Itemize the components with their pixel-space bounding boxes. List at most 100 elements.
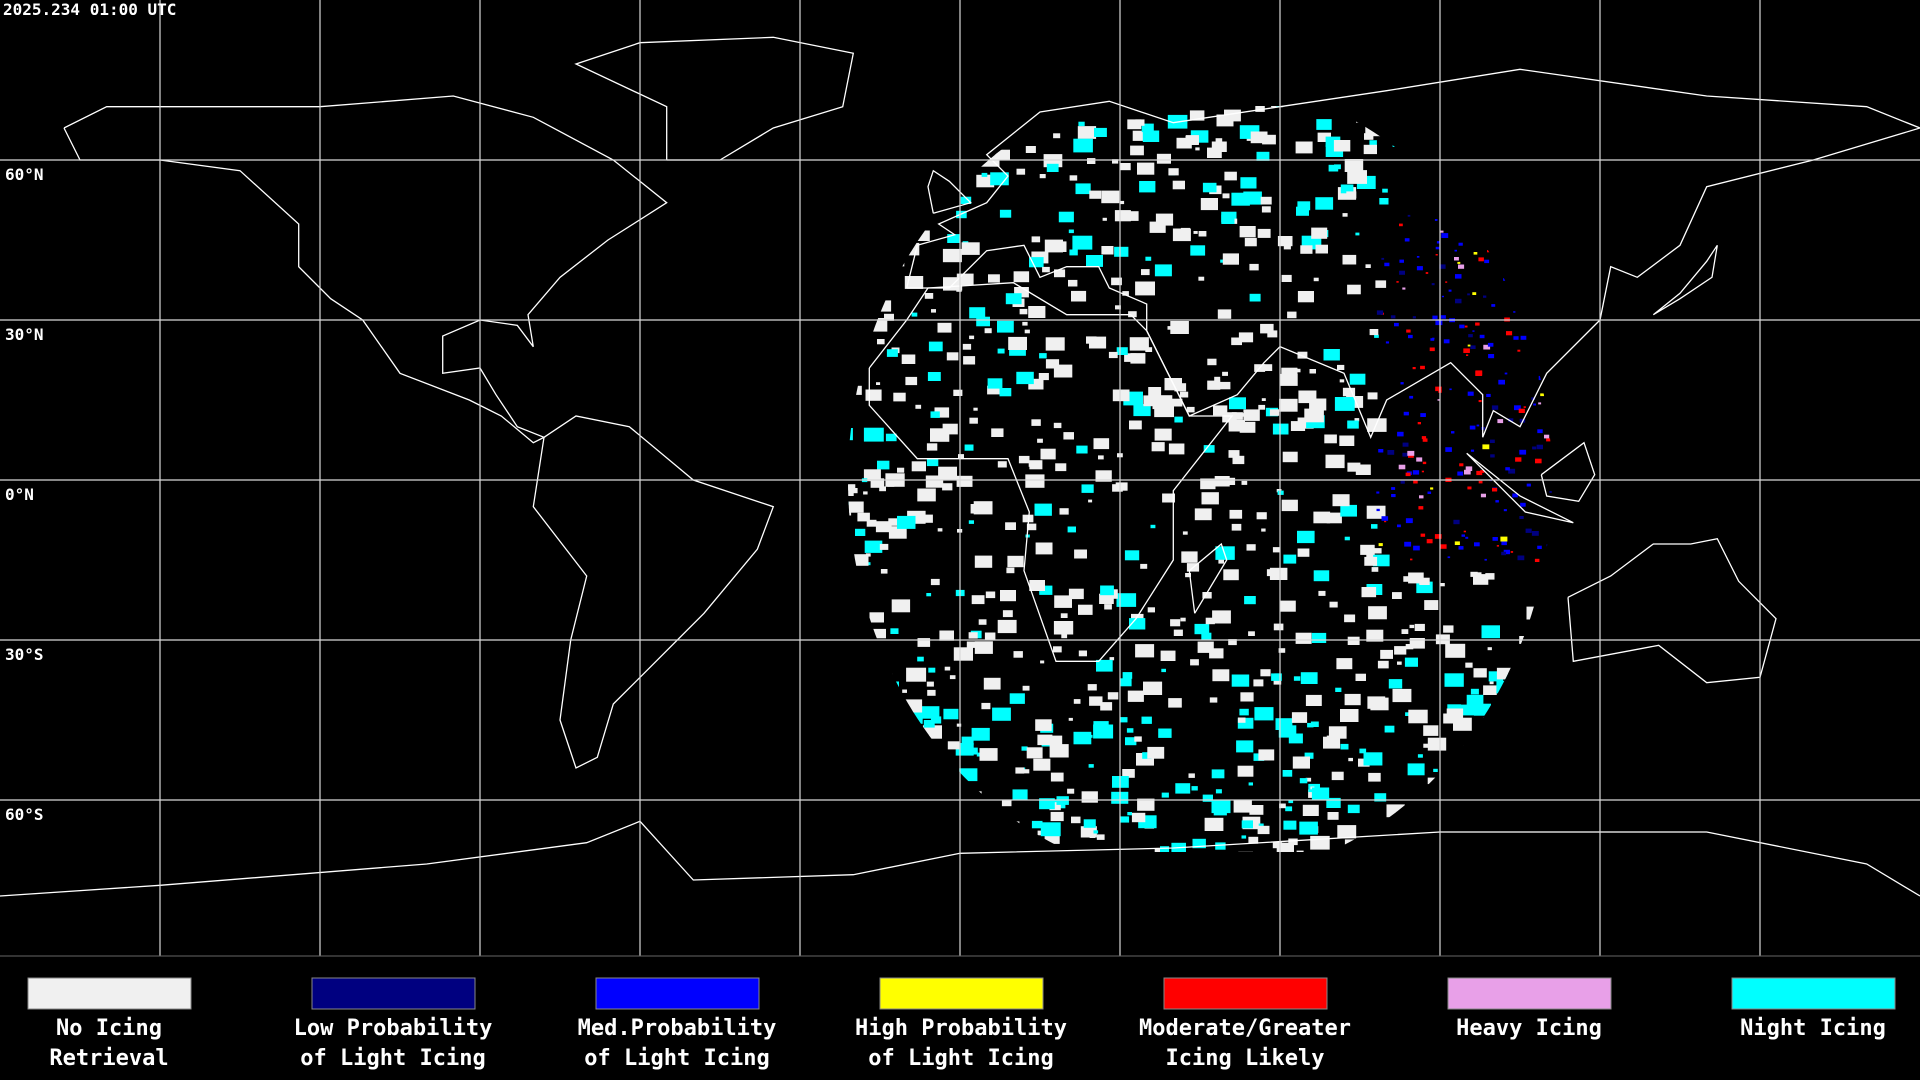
cloud-pixel [1078, 121, 1085, 127]
cloud-pixel [1476, 424, 1480, 427]
cloud-pixel [1318, 590, 1326, 596]
cloud-pixel [885, 433, 897, 442]
cloud-pixel [1402, 452, 1408, 457]
cloud-pixel [1523, 406, 1526, 408]
cloud-pixel [1137, 798, 1155, 811]
cloud-pixel [1408, 334, 1413, 339]
cloud-pixel [1238, 851, 1253, 852]
cloud-pixel [1261, 528, 1266, 532]
cloud-pixel [1325, 136, 1341, 147]
cloud-pixel [1405, 644, 1414, 650]
cloud-pixel [961, 242, 980, 255]
cloud-pixel [987, 385, 1000, 395]
cloud-pixel [1413, 545, 1420, 551]
cloud-pixel [1258, 749, 1275, 761]
cloud-pixel [930, 428, 950, 442]
cloud-pixel [942, 248, 962, 263]
legend-swatch [1447, 977, 1612, 1010]
cloud-pixel [1114, 210, 1131, 222]
cloud-pixel [976, 316, 990, 327]
cloud-pixel [1409, 638, 1425, 649]
cloud-pixel [984, 632, 996, 640]
cloud-pixel [962, 343, 972, 350]
cloud-pixel [1112, 389, 1130, 402]
cloud-pixel [1128, 311, 1137, 318]
cloud-pixel [870, 478, 885, 488]
cloud-pixel [1371, 637, 1376, 641]
cloud-pixel [968, 632, 978, 639]
cloud-pixel [1486, 393, 1491, 397]
cloud-pixel [1458, 546, 1464, 550]
cloud-pixel [1327, 812, 1339, 820]
cloud-pixel [1147, 746, 1165, 759]
cloud-pixel [1344, 693, 1361, 706]
cloud-pixel [1190, 659, 1199, 666]
cloud-pixel [997, 461, 1007, 468]
cloud-pixel [1135, 644, 1155, 658]
cloud-pixel [1394, 646, 1407, 655]
cloud-pixel [1185, 573, 1191, 578]
cloud-pixel [1116, 593, 1137, 607]
cloud-pixel [1081, 791, 1098, 803]
cloud-pixel [1231, 337, 1242, 346]
cloud-pixel [1347, 804, 1360, 814]
cloud-pixel [1254, 707, 1274, 721]
cloud-pixel [1372, 554, 1390, 567]
cloud-pixel [1069, 249, 1078, 256]
cloud-pixel [1258, 823, 1264, 827]
cloud-pixel [1197, 641, 1214, 653]
cloud-pixel [1053, 133, 1061, 139]
cloud-pixel [1470, 345, 1476, 349]
cloud-pixel [956, 273, 974, 286]
cloud-pixel [865, 389, 882, 401]
cloud-pixel [1510, 551, 1514, 553]
cloud-pixel [1120, 816, 1130, 823]
cloud-pixel [1051, 241, 1067, 252]
cloud-pixel [1211, 141, 1227, 152]
cloud-pixel [1409, 624, 1415, 629]
cloud-pixel [1443, 339, 1450, 344]
cloud-pixel [990, 172, 1009, 186]
cloud-pixel [1237, 717, 1246, 723]
cloud-pixel [1458, 264, 1465, 269]
cloud-pixel [1336, 658, 1353, 670]
cloud-pixel [1273, 679, 1282, 685]
cloud-pixel [1297, 417, 1314, 429]
cloud-pixel [1401, 629, 1409, 634]
cloud-pixel [1473, 252, 1478, 255]
cloud-pixel [1271, 673, 1282, 681]
cloud-pixel [879, 486, 886, 492]
cloud-pixel [1283, 554, 1297, 564]
cloud-pixel [1434, 219, 1438, 221]
cloud-pixel [1546, 438, 1551, 442]
legend-label: No Icing [56, 1016, 162, 1041]
cloud-pixel [852, 554, 869, 566]
cloud-pixel [1451, 431, 1455, 434]
cloud-pixel [1496, 545, 1499, 547]
legend-label: of Light Icing [584, 1046, 769, 1071]
cloud-pixel [1394, 322, 1399, 327]
cloud-pixel [1067, 526, 1076, 533]
cloud-pixel [1175, 783, 1191, 794]
cloud-pixel [1237, 717, 1254, 729]
cloud-pixel [869, 612, 884, 623]
cloud-pixel [1014, 287, 1029, 298]
cloud-pixel [1026, 523, 1037, 531]
cloud-pixel [1392, 688, 1412, 703]
cloud-pixel [1416, 266, 1423, 271]
cloud-pixel [1478, 480, 1483, 484]
cloud-pixel [1222, 412, 1237, 423]
cloud-pixel [1279, 803, 1286, 809]
cloud-pixel [1313, 277, 1319, 282]
cloud-pixel [1381, 516, 1389, 521]
cloud-pixel [1501, 551, 1506, 556]
cloud-pixel [1150, 524, 1156, 529]
cloud-pixel [1430, 487, 1434, 490]
cloud-pixel [1465, 536, 1469, 539]
cloud-pixel [1454, 249, 1457, 252]
cloud-pixel [1377, 660, 1389, 669]
cloud-pixel [970, 504, 985, 514]
cloud-pixel [1257, 825, 1270, 835]
cloud-pixel [1249, 293, 1261, 302]
cloud-pixel [1382, 188, 1388, 193]
